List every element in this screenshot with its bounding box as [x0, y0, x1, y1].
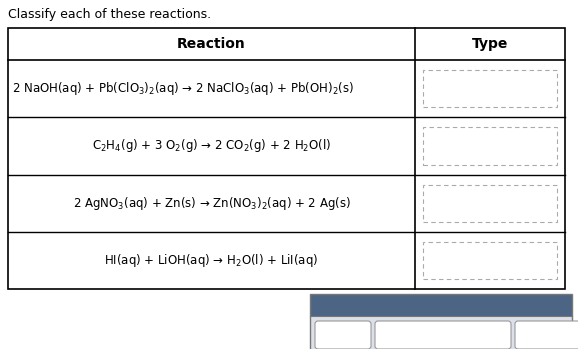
Text: precipitation: precipitation — [518, 328, 578, 342]
Text: Answer Bank: Answer Bank — [395, 298, 487, 312]
Text: 2 AgNO$_3$(aq) + Zn(s) → Zn(NO$_3$)$_2$(aq) + 2 Ag(s): 2 AgNO$_3$(aq) + Zn(s) → Zn(NO$_3$)$_2$(… — [72, 195, 350, 211]
Text: HI(aq) + LiOH(aq) → H$_2$O(l) + LiI(aq): HI(aq) + LiOH(aq) → H$_2$O(l) + LiI(aq) — [105, 252, 318, 269]
FancyBboxPatch shape — [423, 127, 557, 164]
Bar — [310, 294, 572, 349]
Text: acid–base neutralization: acid–base neutralization — [370, 328, 515, 342]
Text: Type: Type — [472, 37, 508, 51]
Text: C$_2$H$_4$(g) + 3 O$_2$(g) → 2 CO$_2$(g) + 2 H$_2$O(l): C$_2$H$_4$(g) + 3 O$_2$(g) → 2 CO$_2$(g)… — [92, 138, 331, 154]
Bar — [8, 28, 565, 289]
Text: redox: redox — [327, 328, 360, 342]
FancyBboxPatch shape — [315, 321, 371, 349]
FancyBboxPatch shape — [423, 70, 557, 107]
FancyBboxPatch shape — [515, 321, 578, 349]
FancyBboxPatch shape — [375, 321, 511, 349]
Text: 2 NaOH(aq) + Pb(ClO$_3$)$_2$(aq) → 2 NaClO$_3$(aq) + Pb(OH)$_2$(s): 2 NaOH(aq) + Pb(ClO$_3$)$_2$(aq) → 2 NaC… — [12, 80, 354, 97]
Text: Classify each of these reactions.: Classify each of these reactions. — [8, 8, 211, 21]
FancyBboxPatch shape — [423, 185, 557, 222]
FancyBboxPatch shape — [423, 242, 557, 279]
Bar — [310, 294, 572, 316]
Text: Reaction: Reaction — [177, 37, 246, 51]
Bar — [310, 316, 572, 349]
